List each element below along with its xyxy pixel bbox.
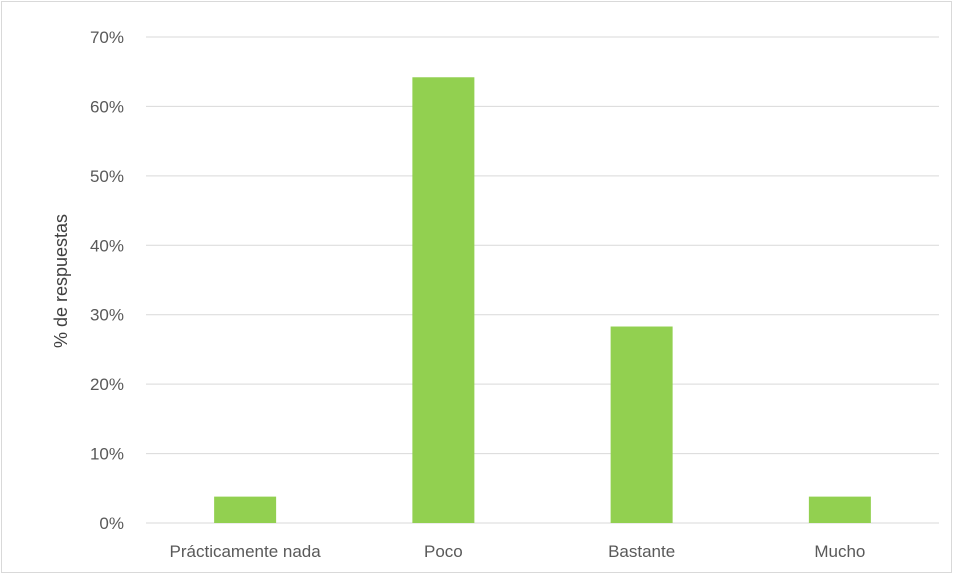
y-tick-label: 0% (99, 514, 124, 533)
x-tick-label: Bastante (608, 542, 675, 561)
gridlines (146, 36, 939, 524)
y-tick-label: 40% (90, 236, 124, 255)
bar (610, 326, 673, 523)
y-tick-label: 10% (90, 445, 124, 464)
y-tick-label: 60% (90, 97, 124, 116)
y-tick-label: 50% (90, 167, 124, 186)
x-tick-label: Mucho (814, 542, 865, 561)
x-tick-label: Prácticamente nada (170, 542, 322, 561)
y-axis-title: % de respuestas (51, 214, 71, 348)
x-tick-labels: Prácticamente nada Poco Bastante Mucho (170, 542, 866, 561)
y-tick-labels: 0% 10% 20% 30% 40% 50% 60% 70% (90, 28, 124, 533)
bar (214, 496, 277, 523)
x-tick-label: Poco (424, 542, 463, 561)
bar (808, 496, 871, 523)
y-tick-label: 70% (90, 28, 124, 47)
y-tick-label: 30% (90, 306, 124, 325)
bars (214, 77, 871, 524)
y-tick-label: 20% (90, 375, 124, 394)
bar (412, 77, 475, 524)
